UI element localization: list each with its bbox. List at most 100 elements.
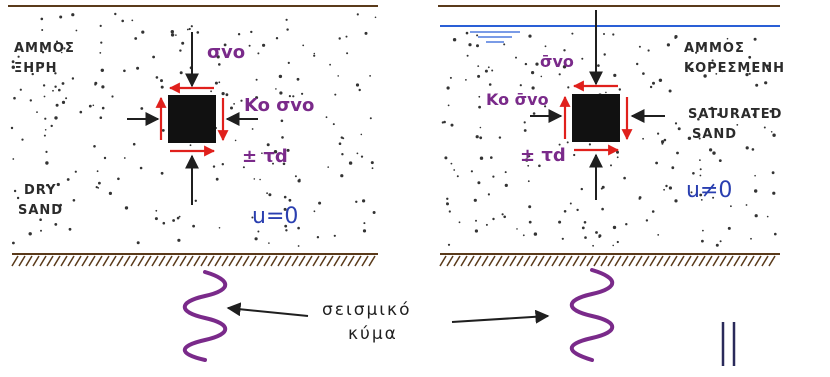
hatch-stroke [193, 255, 201, 267]
hatch-stroke [579, 255, 587, 267]
sand-dot [61, 100, 66, 104]
sand-dot [692, 172, 695, 175]
sand-dot [477, 181, 481, 185]
sand-dot [108, 191, 112, 195]
sand-dot [31, 72, 34, 76]
sand-dot [179, 49, 182, 52]
sand-dot [325, 116, 328, 119]
sand-dot [452, 38, 457, 42]
sand-dot [36, 111, 38, 113]
sand-dot [60, 51, 63, 54]
sand-dot [55, 103, 59, 107]
sand-dot [261, 152, 263, 154]
sand-dot [522, 234, 525, 237]
sand-dot [275, 37, 279, 40]
sand-dot [476, 34, 479, 37]
sand-dot [544, 45, 547, 48]
sand-dot [697, 133, 701, 136]
sand-dot [19, 88, 22, 91]
sand-dot [356, 13, 359, 16]
sand-dot [567, 86, 570, 89]
sand-dot [65, 97, 68, 100]
sand-dot [701, 239, 704, 243]
hatch-stroke [635, 255, 643, 267]
sand-dot [487, 193, 490, 196]
sand-dot [333, 234, 336, 237]
sand-dot [465, 79, 467, 81]
sand-dot [528, 220, 532, 224]
sand-dot [96, 170, 99, 173]
right-english-label-line2: SAND [692, 127, 738, 142]
sand-dot [280, 119, 284, 123]
sand-dot [441, 121, 444, 124]
sand-dot [316, 236, 320, 239]
hatch-stroke [144, 255, 152, 267]
sand-dot [470, 170, 473, 173]
sand-dot [475, 219, 477, 222]
sand-dot [721, 70, 724, 73]
hatch-stroke [544, 255, 552, 267]
sand-dot [492, 217, 495, 221]
sand-dot [561, 237, 564, 240]
sand-dot [99, 116, 103, 119]
hatch-stroke [649, 255, 657, 267]
sand-dot [665, 184, 668, 188]
sand-dot [210, 90, 213, 93]
sand-dot [655, 161, 658, 165]
left-english-label-line2: SAND [18, 203, 64, 218]
sand-dot [468, 43, 472, 47]
sand-dot [155, 209, 158, 212]
sand-dot [356, 152, 359, 155]
sand-dot [540, 75, 543, 78]
sand-dot [362, 199, 366, 203]
right-greek-label-line1: ΑΜΜΟΣ [684, 41, 745, 56]
sand-dot [13, 96, 16, 100]
right-pore-pressure-label: u≠0 [686, 178, 733, 203]
sand-dot [132, 142, 136, 146]
sand-dot [527, 180, 530, 183]
sand-dot [485, 223, 488, 226]
sand-dot [218, 81, 221, 84]
sand-dot [266, 143, 270, 147]
sand-dot [449, 76, 452, 79]
sand-dot [601, 207, 604, 211]
sand-dot [285, 229, 288, 232]
sand-dot [42, 84, 46, 87]
sand-dot [225, 93, 229, 97]
sand-dot [358, 88, 361, 92]
sand-dot [61, 82, 65, 85]
sand-dot [453, 169, 456, 171]
sand-dot [769, 109, 773, 113]
sand-dot [101, 85, 105, 89]
sand-dot [763, 126, 766, 129]
hatch-stroke [439, 255, 447, 267]
sand-dot [223, 43, 227, 47]
sand-dot [687, 136, 692, 140]
right-shear-stress-label: ± τd [520, 145, 566, 166]
sand-dot [254, 237, 258, 241]
hatch-stroke [165, 255, 173, 267]
sand-dot [230, 106, 233, 110]
sand-dot [39, 218, 42, 221]
sand-dot [141, 30, 145, 34]
hatch-stroke [642, 255, 650, 267]
sand-dot [447, 104, 450, 107]
sand-dot [255, 96, 259, 100]
sand-dot [100, 41, 103, 44]
sand-dot [569, 202, 572, 205]
sand-dot [329, 63, 331, 66]
hatch-stroke [523, 255, 531, 267]
sand-dot [697, 117, 700, 121]
sand-dot [712, 196, 715, 199]
sand-dot [17, 55, 20, 58]
sand-dot [771, 171, 775, 175]
sand-dot [71, 13, 75, 17]
sand-dot [363, 222, 366, 225]
right-horizontal-stress-label: Ko σ̄vo [486, 90, 549, 109]
sand-dot [41, 29, 44, 31]
sand-dot [711, 59, 714, 62]
sand-dot [717, 113, 721, 117]
sand-dot [279, 91, 283, 95]
sand-dot [450, 162, 453, 165]
sand-dot [334, 93, 337, 96]
